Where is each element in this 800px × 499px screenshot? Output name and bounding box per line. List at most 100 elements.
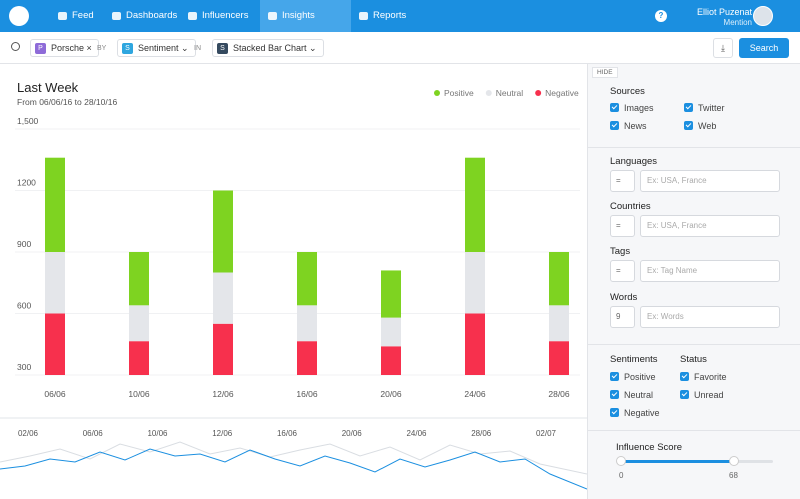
nav-item[interactable]: Influencers — [180, 0, 260, 32]
timeline-label: 10/06 — [147, 429, 168, 438]
timeline-label: 12/06 — [212, 429, 233, 438]
chart-subtitle: From 06/06/16 to 28/10/16 — [17, 97, 117, 107]
chart: Last Week From 06/06/16 to 28/10/16 300 6… — [0, 80, 587, 490]
bar-segment — [297, 252, 317, 306]
section-title: Countries — [610, 201, 651, 212]
bar-segment — [45, 313, 65, 375]
search-button[interactable]: Search — [739, 38, 789, 58]
bar-segment — [465, 157, 485, 252]
search-icon — [11, 42, 20, 51]
x-tick-label: 20/06 — [380, 389, 402, 399]
option-label: Web — [698, 121, 717, 131]
checkbox-option[interactable]: Favorite — [680, 372, 727, 382]
nav-icon — [359, 12, 368, 20]
by-chip[interactable]: S Sentiment ⌄ — [117, 39, 196, 57]
avatar[interactable] — [753, 6, 773, 26]
text-input[interactable]: Ex: Tag Name — [640, 260, 780, 282]
checkbox-option[interactable]: Twitter — [684, 103, 725, 113]
nav-item[interactable]: Feed — [50, 0, 104, 32]
option-label: Images — [624, 103, 654, 113]
operator-select[interactable]: = — [610, 260, 635, 282]
bar-segment — [45, 157, 65, 252]
download-button[interactable]: ⤓ — [713, 38, 733, 58]
checkbox-option[interactable]: Negative — [610, 408, 660, 418]
option-label: Positive — [624, 372, 656, 382]
chip-label: Sentiment — [138, 43, 179, 53]
checkbox — [684, 121, 693, 130]
by-label: BY — [97, 45, 107, 52]
checkbox — [610, 121, 619, 130]
chart-title: Last Week — [17, 80, 79, 95]
checkbox-option[interactable]: Web — [684, 121, 716, 131]
option-label: Neutral — [624, 390, 654, 400]
checkbox — [610, 103, 619, 112]
x-tick-label: 16/06 — [296, 389, 318, 399]
nav-label: Reports — [373, 10, 407, 21]
checkbox-option[interactable]: Neutral — [610, 390, 653, 400]
bar-segment — [129, 252, 149, 306]
filter-bar: P Porsche × BY S Sentiment ⌄ IN S Stacked B… — [0, 32, 800, 64]
slider-handle[interactable] — [616, 456, 626, 466]
timeline-label: 20/06 — [342, 429, 363, 438]
timeline-label: 02/06 — [18, 429, 39, 438]
nav-label: Dashboards — [126, 10, 178, 21]
checkbox — [610, 390, 619, 399]
checkbox-option[interactable]: Positive — [610, 372, 656, 382]
logo[interactable] — [9, 6, 29, 26]
bar-segment — [297, 305, 317, 342]
bar-segment — [381, 317, 401, 347]
badge: S — [217, 43, 228, 54]
y-tick-label: 900 — [17, 239, 31, 249]
chip-label: Porsche — [51, 43, 85, 53]
operator-select[interactable]: 9 — [610, 306, 635, 328]
timeline-label: 24/06 — [406, 429, 427, 438]
divider — [588, 430, 800, 431]
option-label: News — [624, 121, 647, 131]
option-label: Unread — [694, 390, 724, 400]
nav-icon — [268, 12, 277, 20]
option-label: Twitter — [698, 103, 725, 113]
bar-segment — [45, 252, 65, 314]
operator-select[interactable]: = — [610, 170, 635, 192]
legend-label: Neutral — [496, 88, 524, 98]
section-title: Influence Score — [616, 442, 683, 453]
user-name[interactable]: Elliot Puzenat — [696, 7, 752, 17]
checkbox — [684, 103, 693, 112]
nav-item[interactable]: Reports — [351, 0, 415, 32]
section-title: Status — [680, 354, 707, 365]
nav-item[interactable]: Dashboards — [104, 0, 180, 32]
operator-select[interactable]: = — [610, 215, 635, 237]
help[interactable]: ? — [655, 10, 667, 22]
text-input[interactable]: Ex: Words — [640, 306, 780, 328]
bar-segment — [381, 346, 401, 375]
section-title: Words — [610, 292, 638, 303]
legend-dot — [485, 90, 492, 96]
y-tick-label: 1,500 — [17, 116, 39, 126]
y-tick-label: 600 — [17, 301, 31, 311]
x-tick-label: 28/06 — [548, 389, 570, 399]
section-title: Sentiments — [610, 354, 658, 365]
timeline-line-secondary — [0, 441, 587, 475]
chip-label: Stacked Bar Chart — [233, 43, 307, 53]
x-tick-label: 24/06 — [464, 389, 486, 399]
timeline-label: 02/07 — [536, 429, 557, 438]
checkbox-option[interactable]: Images — [610, 103, 654, 113]
chart-chip[interactable]: S Stacked Bar Chart ⌄ — [212, 39, 324, 57]
bar-segment — [213, 272, 233, 324]
legend-dot — [535, 90, 542, 96]
bar-segment — [549, 252, 569, 306]
checkbox-option[interactable]: News — [610, 121, 647, 131]
slider-handle[interactable] — [729, 456, 739, 466]
hide-tab[interactable]: HIDE — [592, 67, 618, 78]
nav-label: Feed — [72, 10, 94, 21]
nav-item[interactable]: Insights Center — [260, 0, 351, 53]
text-input[interactable]: Ex: USA, France — [640, 170, 780, 192]
query-chip[interactable]: P Porsche × — [30, 39, 99, 57]
in-label: IN — [194, 45, 201, 52]
text-input[interactable]: Ex: USA, France — [640, 215, 780, 237]
bar-segment — [549, 341, 569, 375]
x-tick-label: 06/06 — [44, 389, 66, 399]
checkbox-option[interactable]: Unread — [680, 390, 724, 400]
timeline-line — [0, 448, 587, 490]
bar-segment — [297, 341, 317, 375]
